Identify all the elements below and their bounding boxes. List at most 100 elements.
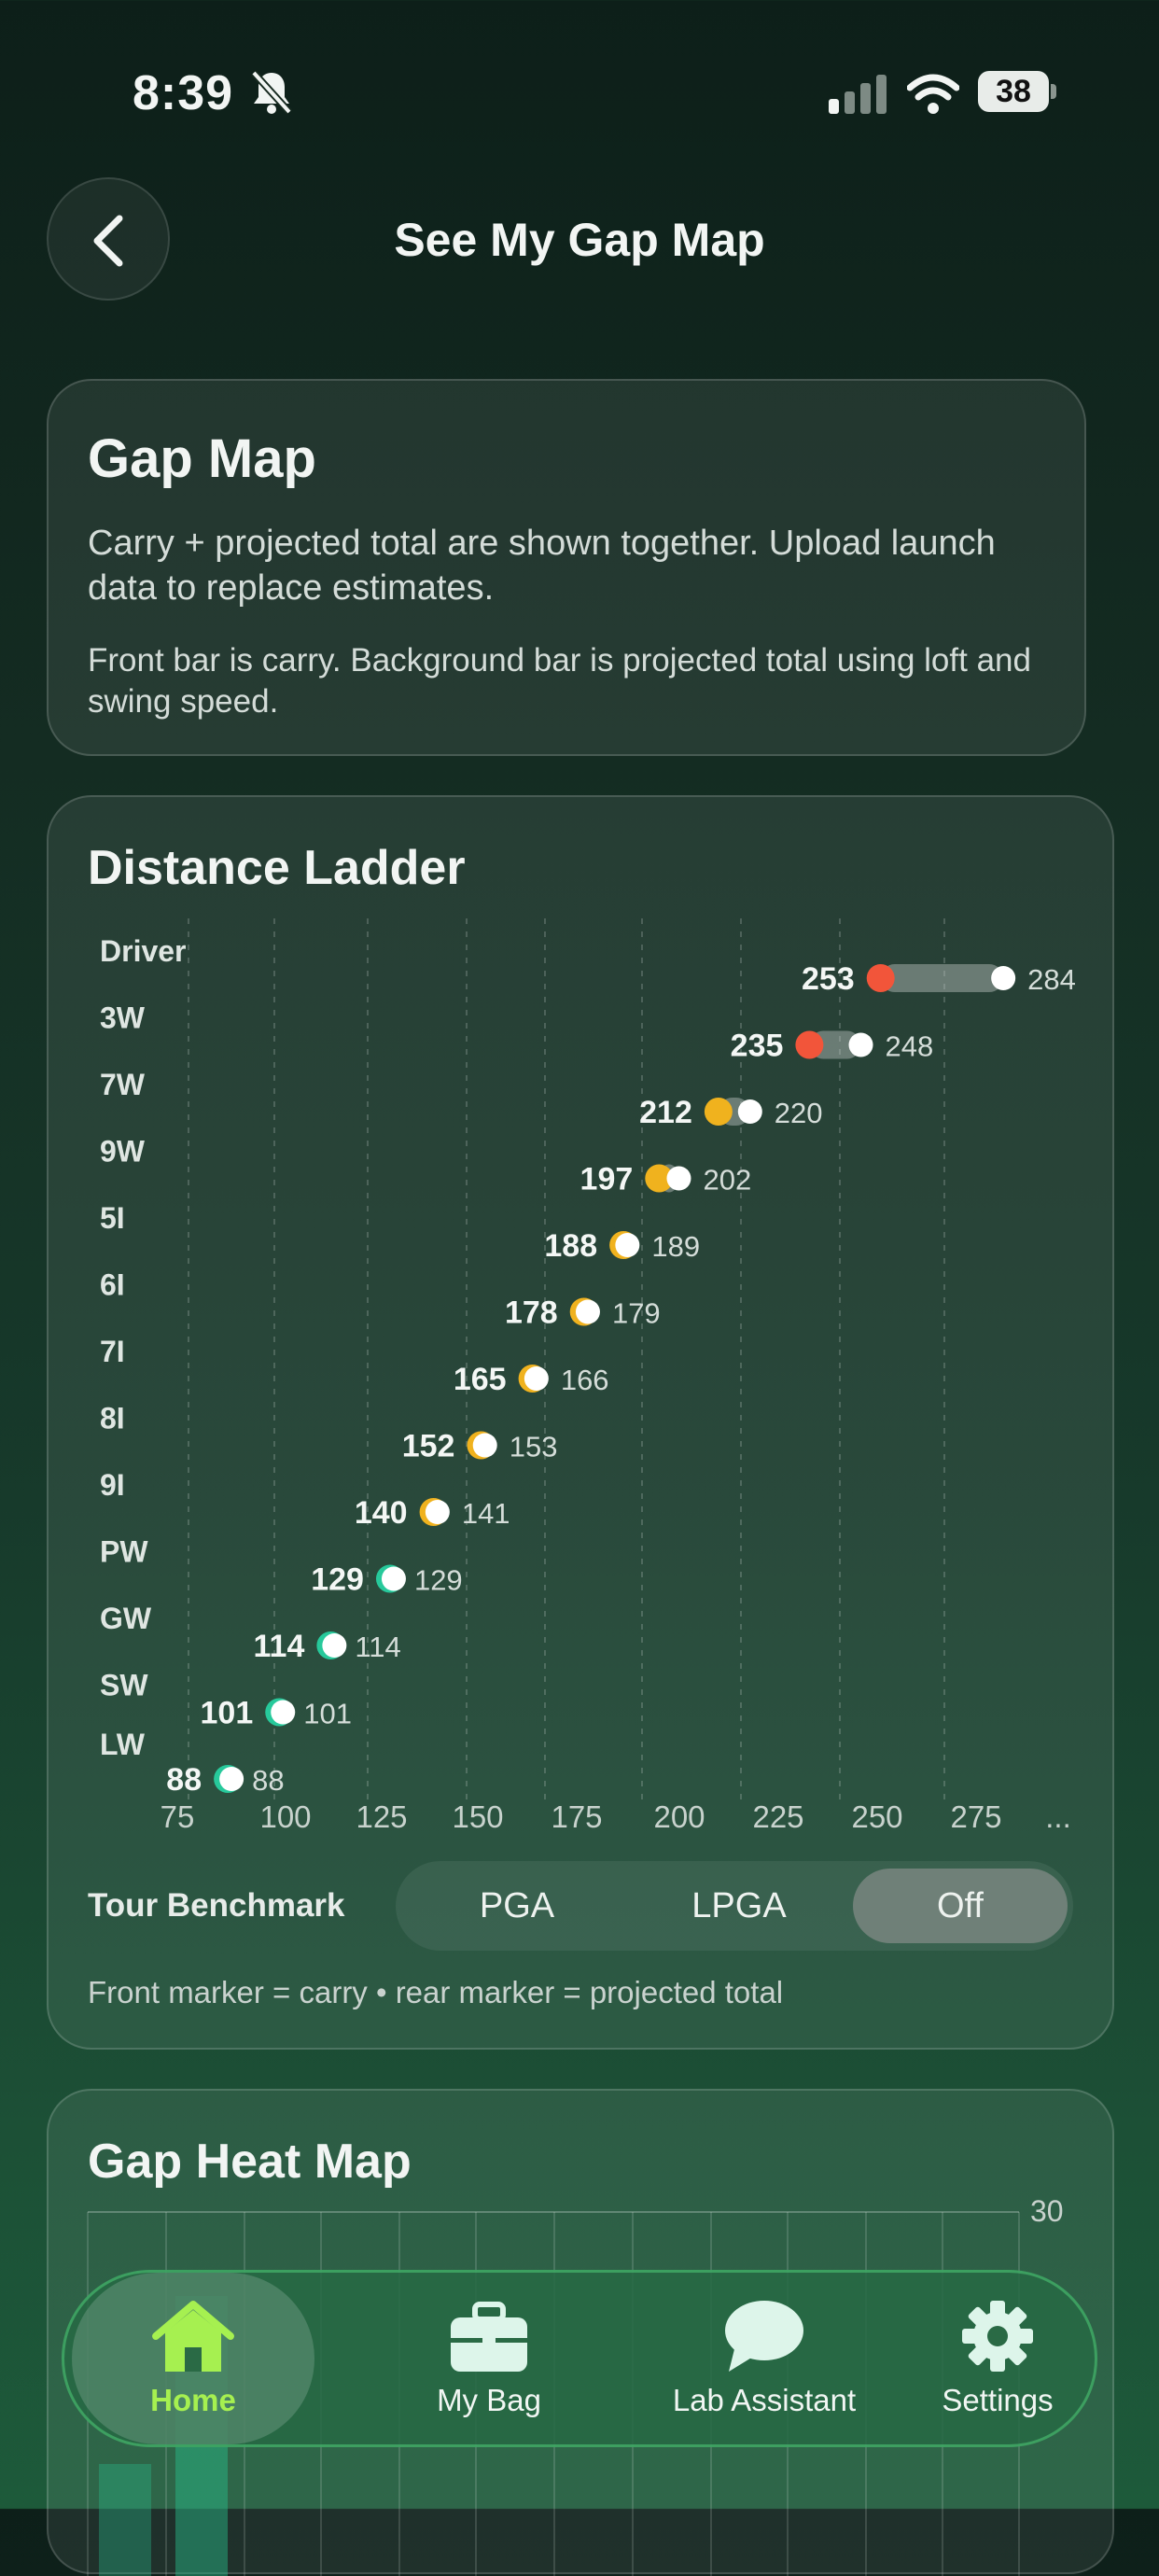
total-marker [472, 1433, 497, 1458]
carry-marker [866, 964, 895, 992]
total-value-label: 220 [775, 1097, 823, 1129]
tab-label: My Bag [437, 2383, 541, 2417]
y-tick-label: 30 [1030, 2194, 1064, 2228]
total-value-label: 129 [414, 1564, 463, 1597]
bottom-tab-bar: Home My Bag Lab Assistant [62, 2270, 1097, 2447]
total-value-label: 101 [303, 1698, 352, 1730]
tab-label: Settings [942, 2383, 1054, 2417]
total-value-label: 88 [252, 1764, 284, 1797]
tab-home[interactable]: Home [72, 2273, 314, 2444]
carry-value-label: 235 [731, 1029, 784, 1064]
cellular-signal-icon [829, 75, 887, 114]
card-title: Gap Map [88, 428, 316, 489]
club-label: 7W [100, 1068, 146, 1101]
tab-label: Home [150, 2383, 236, 2417]
x-tick-label: 175 [551, 1799, 602, 1834]
total-marker [666, 1166, 691, 1191]
total-value-label: 166 [561, 1364, 609, 1396]
status-bar: 8:39 38 [0, 0, 1159, 187]
total-marker [615, 1233, 640, 1257]
carry-value-label: 129 [311, 1562, 364, 1598]
carry-value-label: 165 [454, 1362, 507, 1397]
carry-value-label: 114 [254, 1629, 305, 1664]
total-marker [322, 1633, 347, 1658]
carry-value-label: 253 [802, 961, 855, 997]
club-label: 9I [100, 1468, 125, 1502]
x-tick-label: 225 [752, 1799, 803, 1834]
club-label: LW [100, 1728, 146, 1761]
total-marker [271, 1700, 296, 1725]
chevron-left-icon [93, 215, 123, 267]
carry-value-label: 178 [505, 1295, 558, 1331]
card-description: Carry + projected total are shown togeth… [88, 524, 996, 608]
carry-value-label: 188 [544, 1228, 597, 1264]
chat-bubble-icon [725, 2301, 803, 2372]
total-value-label: 189 [651, 1230, 700, 1263]
gap-map-info-card: Gap Map Carry + projected total are show… [47, 379, 1086, 756]
total-value-label: 114 [355, 1631, 400, 1663]
tour-benchmark-segmented-control[interactable]: PGA LPGA Off [396, 1861, 1073, 1951]
total-marker [219, 1767, 244, 1791]
carry-value-label: 152 [402, 1429, 455, 1464]
x-tick-label: ... [1045, 1799, 1071, 1834]
carry-marker [645, 1164, 674, 1193]
club-label: PW [100, 1535, 148, 1569]
battery-icon: 38 [978, 71, 1056, 114]
total-bar [880, 964, 1004, 992]
total-bar [809, 1030, 861, 1059]
card-title: Distance Ladder [88, 841, 466, 895]
distance-ladder-chart: 75 100 125 150 175 200 225 250 275 ... Driver 253 28… [100, 918, 1076, 1834]
x-tick-label: 150 [452, 1799, 503, 1834]
carry-value-label: 88 [166, 1762, 202, 1798]
tour-benchmark-label: Tour Benchmark [88, 1887, 345, 1924]
total-marker [737, 1099, 762, 1124]
tab-lab-assistant[interactable]: Lab Assistant [624, 2273, 904, 2444]
x-tick-label: 100 [259, 1799, 311, 1834]
club-label: 8I [100, 1402, 125, 1435]
total-marker [381, 1566, 406, 1591]
club-label: Driver [100, 934, 187, 968]
total-marker [991, 966, 1016, 990]
carry-marker [795, 1030, 824, 1059]
heat-bar [99, 2464, 151, 2576]
bell-muted-icon [251, 70, 292, 115]
x-tick-label: 200 [653, 1799, 705, 1834]
x-tick-label: 250 [851, 1799, 902, 1834]
total-value-label: 248 [886, 1030, 934, 1063]
benchmark-option-pga[interactable]: PGA [479, 1886, 555, 1925]
wifi-icon [907, 74, 959, 114]
x-tick-label: 275 [950, 1799, 1001, 1834]
club-label: 9W [100, 1135, 146, 1169]
tab-my-bag[interactable]: My Bag [372, 2273, 606, 2444]
benchmark-option-off[interactable]: Off [853, 1869, 1068, 1943]
carry-value-label: 140 [355, 1495, 408, 1531]
status-time: 8:39 [133, 66, 234, 120]
club-label: 3W [100, 1001, 146, 1035]
back-button[interactable] [47, 177, 170, 301]
total-value-label: 202 [703, 1164, 751, 1197]
tab-settings[interactable]: Settings [904, 2273, 1091, 2444]
total-value-label: 284 [1027, 963, 1076, 996]
page-title: See My Gap Map [394, 214, 765, 266]
x-tick-label: 75 [161, 1799, 195, 1834]
x-tick-label: 125 [356, 1799, 407, 1834]
card-title: Gap Heat Map [88, 2135, 412, 2189]
total-value-label: 141 [462, 1497, 510, 1530]
carry-value-label: 197 [580, 1162, 634, 1197]
total-value-label: 179 [612, 1297, 661, 1330]
total-marker [425, 1500, 450, 1524]
total-marker [848, 1032, 873, 1057]
total-value-label: 153 [510, 1431, 558, 1463]
card-description-secondary: Front bar is carry. Background bar is pr… [88, 642, 1031, 720]
club-label: 5I [100, 1201, 125, 1235]
club-label: 6I [100, 1268, 125, 1302]
carry-value-label: 101 [201, 1696, 254, 1731]
home-icon [152, 2301, 234, 2372]
benchmark-option-lpga[interactable]: LPGA [691, 1886, 787, 1925]
gear-icon [962, 2301, 1033, 2372]
club-label: SW [100, 1669, 148, 1702]
club-label: 7I [100, 1335, 125, 1368]
chart-footnote: Front marker = carry • rear marker = pro… [88, 1975, 784, 2009]
distance-ladder-card: 75 100 125 150 175 200 225 250 275... Driver 253 28… [47, 795, 1114, 2050]
carry-value-label: 212 [639, 1095, 692, 1130]
